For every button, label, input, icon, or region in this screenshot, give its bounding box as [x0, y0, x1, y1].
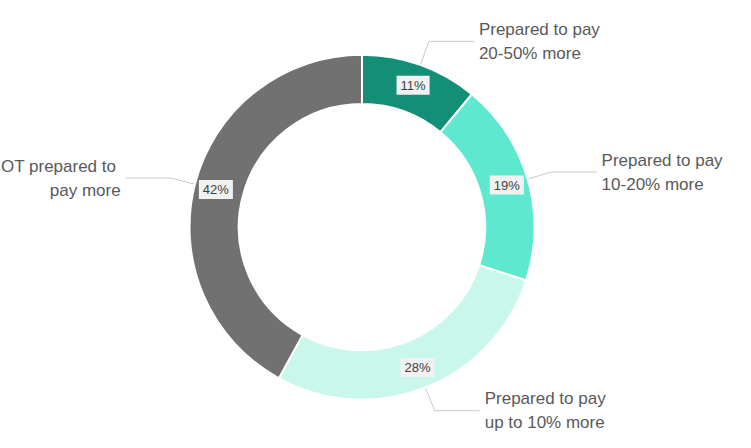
svg-text:Prepared to pay: Prepared to pay: [602, 151, 728, 170]
svg-text:pay more: pay more: [50, 181, 121, 200]
svg-text:Prepared to pay: Prepared to pay: [485, 389, 611, 408]
svg-text:42%: 42%: [203, 182, 229, 197]
svg-text:19%: 19%: [494, 178, 520, 193]
svg-text:10-20% more: 10-20% more: [602, 175, 704, 194]
svg-text:Prepared to pay: Prepared to pay: [479, 20, 605, 39]
svg-text:20-50% more: 20-50% more: [479, 44, 581, 63]
svg-text:11%: 11%: [401, 78, 426, 93]
svg-text:28%: 28%: [404, 360, 430, 375]
svg-text:up to 10% more: up to 10% more: [485, 413, 605, 432]
svg-text:NOT prepared to: NOT prepared to: [0, 157, 121, 176]
